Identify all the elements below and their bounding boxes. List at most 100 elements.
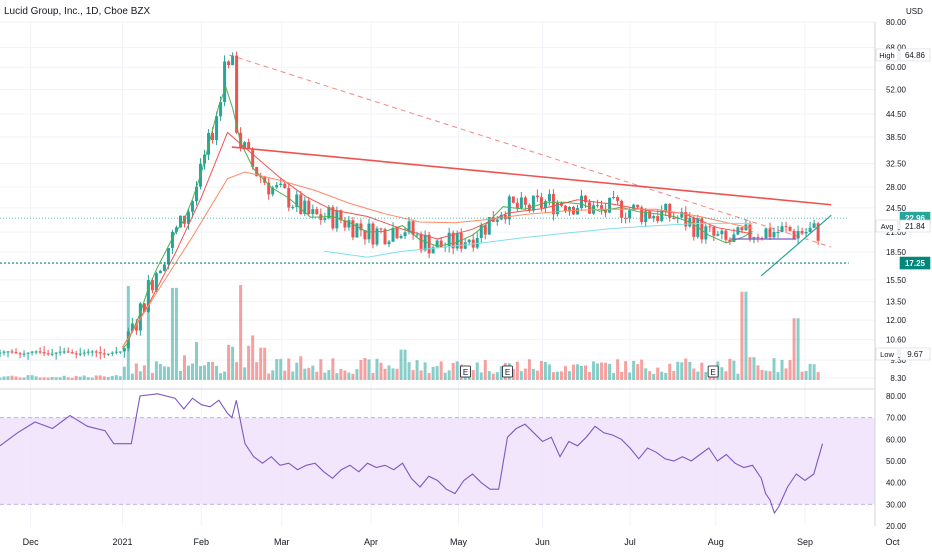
candle xyxy=(383,229,387,245)
volume-bar xyxy=(66,377,70,380)
x-tick-label: Dec xyxy=(23,537,40,547)
volume-bar xyxy=(491,373,495,380)
volume-bar xyxy=(800,371,804,380)
volume-bar xyxy=(732,360,736,380)
volume-bar xyxy=(419,370,423,380)
volume-bar xyxy=(764,370,768,380)
volume-bar xyxy=(640,359,644,380)
candle xyxy=(343,220,347,228)
candle xyxy=(375,228,379,245)
volume-bar xyxy=(487,371,491,380)
candle xyxy=(439,240,443,247)
volume-bar xyxy=(219,373,223,380)
candle xyxy=(515,202,519,209)
volume-bar xyxy=(748,357,752,380)
candle xyxy=(511,196,515,203)
volume-bar xyxy=(191,363,194,380)
volume-bar xyxy=(608,363,612,380)
candle xyxy=(275,184,279,188)
volume-bar xyxy=(267,373,271,380)
candle xyxy=(231,55,235,66)
volume-bar xyxy=(588,372,592,380)
candle xyxy=(776,231,780,233)
candle xyxy=(283,183,287,189)
volume-bar xyxy=(315,371,319,380)
x-tick-label: Oct xyxy=(885,537,900,547)
rsi-tick-label: 20.00 xyxy=(886,522,907,531)
y-tick-label: 8.30 xyxy=(890,374,906,383)
volume-bar xyxy=(511,368,515,380)
volume-bar xyxy=(443,372,447,380)
volume-bar xyxy=(816,372,820,380)
volume-bar xyxy=(271,370,275,380)
earnings-marker[interactable] xyxy=(707,365,719,378)
candle xyxy=(628,210,632,219)
candle xyxy=(604,208,608,213)
volume-bar xyxy=(58,377,62,380)
volume-bar xyxy=(656,367,660,380)
volume-bar xyxy=(636,364,640,380)
price-label-name: Low xyxy=(880,350,894,359)
price-label-name: High xyxy=(879,51,894,60)
volume-bar xyxy=(383,368,387,380)
candle xyxy=(555,203,559,215)
candle xyxy=(483,224,487,235)
volume-bar xyxy=(527,359,531,380)
earnings-marker-label: E xyxy=(710,368,715,377)
candle xyxy=(435,240,439,248)
volume-bar xyxy=(740,291,744,380)
candle xyxy=(223,61,227,102)
volume-bar xyxy=(82,375,86,380)
candle xyxy=(106,353,110,355)
volume-bar xyxy=(0,377,2,380)
volume-bar xyxy=(379,362,383,380)
volume-bar xyxy=(263,347,267,380)
volume-bar xyxy=(495,372,499,380)
volume-bar xyxy=(22,377,26,380)
candle xyxy=(728,239,732,242)
earnings-marker[interactable] xyxy=(460,365,471,378)
candle xyxy=(86,351,90,353)
volume-bar xyxy=(792,318,796,380)
price-label-box xyxy=(899,48,931,62)
candle xyxy=(323,217,327,220)
candle xyxy=(608,197,612,213)
x-tick-label: Jul xyxy=(624,537,636,547)
volume-bar xyxy=(672,371,676,380)
volume-bar xyxy=(600,362,604,380)
candle xyxy=(267,182,271,195)
volume-bar xyxy=(391,368,395,380)
candle xyxy=(680,212,684,218)
volume-bar xyxy=(451,362,455,380)
volume-bar xyxy=(804,371,808,380)
volume-bar xyxy=(178,371,182,380)
candle xyxy=(403,232,407,237)
volume-bar xyxy=(287,358,291,380)
volume-bar xyxy=(18,377,22,380)
candle xyxy=(732,234,736,242)
volume-bar xyxy=(784,368,788,380)
candle xyxy=(455,233,459,249)
candle xyxy=(191,201,194,212)
candle xyxy=(636,204,640,208)
candle xyxy=(796,231,800,239)
volume-bar xyxy=(227,344,231,380)
volume-bar xyxy=(199,366,203,380)
candle xyxy=(158,270,162,274)
volume-bar xyxy=(291,371,295,380)
candle xyxy=(186,211,190,224)
candle xyxy=(716,234,720,236)
candle xyxy=(38,351,42,353)
earnings-marker[interactable] xyxy=(502,365,513,378)
volume-bar xyxy=(616,359,620,380)
candle xyxy=(215,116,219,141)
volume-bar xyxy=(255,362,259,380)
volume-bar xyxy=(760,369,764,380)
volume-bar xyxy=(182,355,186,380)
volume-bar xyxy=(543,361,547,380)
volume-bar xyxy=(6,376,10,380)
candle xyxy=(307,200,311,215)
candle xyxy=(487,217,491,235)
